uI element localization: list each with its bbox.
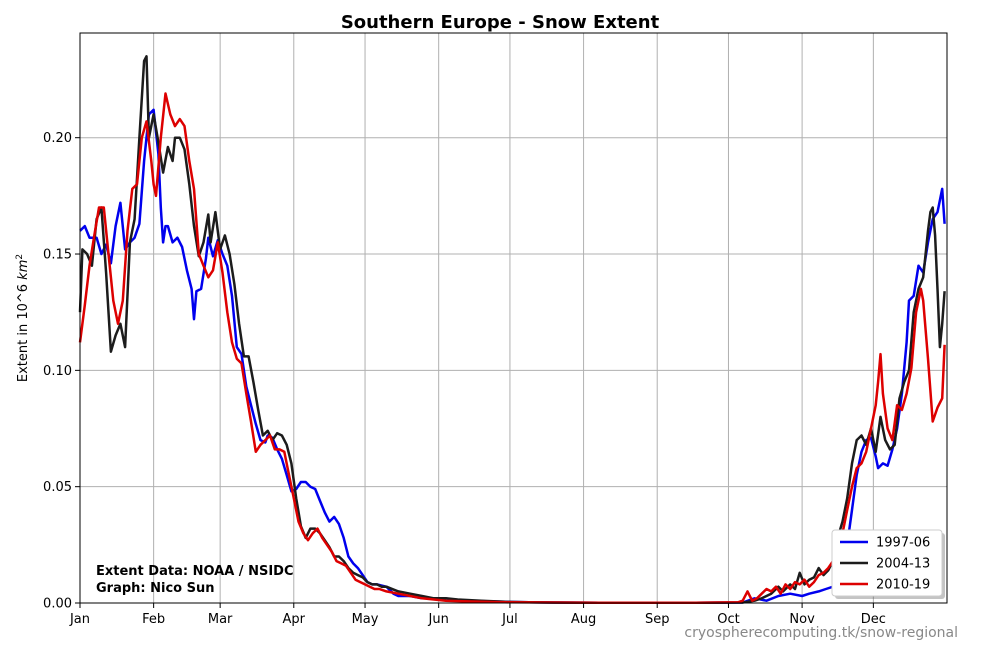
x-tick-label: Jun (428, 612, 449, 627)
y-tick-label: 0.15 (43, 248, 72, 263)
grid (79, 33, 947, 604)
plot-frame (79, 32, 948, 604)
x-tick-label: May (352, 612, 379, 627)
x-axis-ticks: Jan Feb Mar Apr May Jun Jul Aug Sep Oct Nov Dec (69, 603, 886, 627)
x-tick-label: Nov (789, 612, 815, 627)
chart-title: Southern Europe - Snow Extent (341, 12, 660, 33)
x-tick-label: Sep (645, 612, 670, 627)
x-tick-label: Apr (283, 612, 306, 627)
series-line-2010-19 (78, 92, 946, 605)
y-tick-label: 0.05 (43, 480, 72, 495)
x-tick-label: Mar (208, 612, 233, 627)
y-axis-label: Extent in 10^6 km2 (15, 254, 31, 382)
x-tick-label: Dec (861, 612, 886, 627)
x-tick-label: Jul (501, 612, 518, 627)
x-tick-label: Feb (142, 612, 165, 627)
legend-label: 2004-13 (876, 557, 930, 572)
y-axis-label-exp: 2 (15, 254, 25, 260)
y-tick-label: 0.10 (43, 364, 72, 379)
x-tick-label: Oct (717, 612, 739, 627)
y-tick-label: 0.20 (43, 131, 72, 146)
legend-label: 1997-06 (876, 536, 930, 551)
x-tick-label: Jan (69, 612, 90, 627)
legend-box (831, 529, 943, 597)
watermark: cryospherecomputing.tk/snow-regional (684, 625, 958, 641)
series-line-1997-06 (79, 108, 946, 605)
legend-label: 2010-19 (876, 578, 930, 593)
series-lines (78, 55, 946, 605)
y-axis-ticks: 0.00 0.05 0.10 0.15 0.20 (43, 131, 80, 612)
y-axis-label-unit: km (16, 260, 31, 280)
y-axis-label-base: Extent in 10^6 (16, 280, 31, 382)
x-tick-label: Aug (571, 612, 596, 627)
y-tick-label: 0.00 (43, 597, 72, 612)
credit-graph-author: Graph: Nico Sun (96, 581, 215, 596)
credit-data-source: Extent Data: NOAA / NSIDC (96, 564, 293, 579)
legend: 1997-06 2004-13 2010-19 (831, 529, 945, 599)
series-line-2004-13 (78, 55, 946, 605)
